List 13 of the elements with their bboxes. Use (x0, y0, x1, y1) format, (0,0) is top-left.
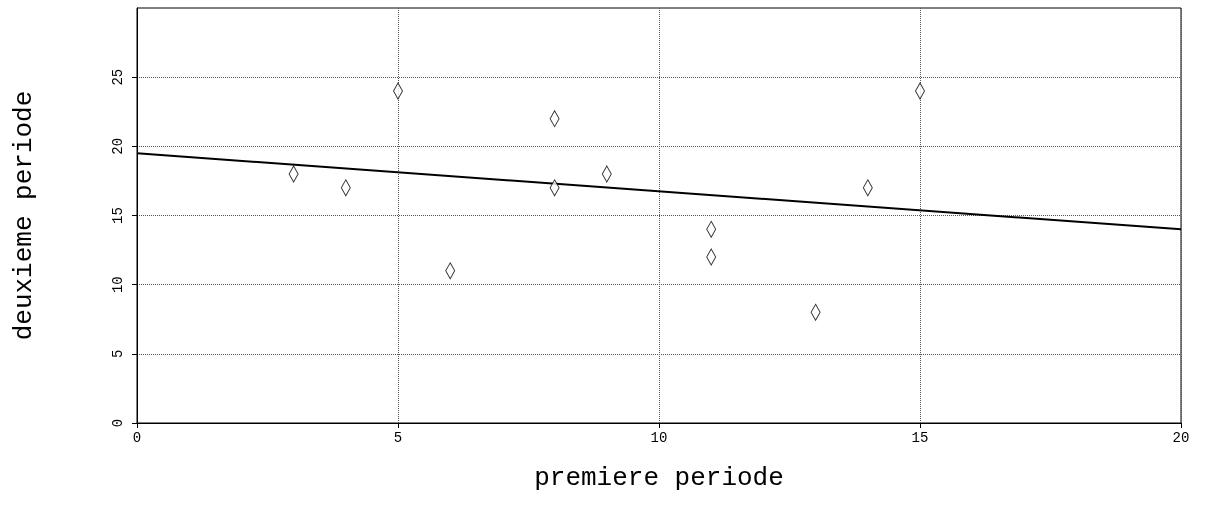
y-tick-label: 10 (110, 276, 126, 294)
y-tick-label: 20 (110, 137, 126, 155)
x-axis-title: premiere periode (534, 463, 784, 493)
x-tick-label: 5 (393, 430, 403, 446)
x-tick-label: 0 (132, 430, 142, 446)
y-tick-label: 0 (110, 418, 126, 428)
y-axis-title: deuxieme periode (9, 90, 39, 341)
x-tick-label: 20 (1172, 430, 1190, 446)
y-tick-label: 25 (110, 68, 126, 86)
x-tick-label: 15 (911, 430, 929, 446)
y-tick-label: 15 (110, 207, 126, 224)
x-tick-label: 10 (650, 430, 668, 446)
y-tick-label: 5 (110, 349, 126, 359)
